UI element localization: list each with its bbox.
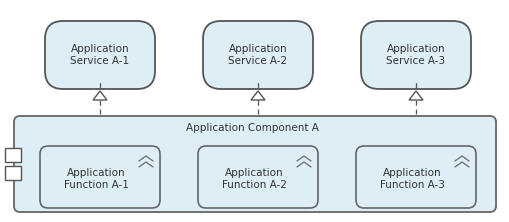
Polygon shape: [93, 91, 107, 100]
Text: Application
Function A-2: Application Function A-2: [221, 168, 287, 190]
FancyBboxPatch shape: [356, 146, 476, 208]
FancyBboxPatch shape: [203, 21, 313, 89]
Text: Application
Service A-1: Application Service A-1: [70, 44, 130, 66]
Polygon shape: [251, 91, 265, 100]
Text: Application
Service A-3: Application Service A-3: [386, 44, 445, 66]
Bar: [5, 148, 21, 162]
FancyBboxPatch shape: [14, 116, 496, 212]
FancyBboxPatch shape: [45, 21, 155, 89]
Polygon shape: [409, 91, 423, 100]
Text: Application
Service A-2: Application Service A-2: [229, 44, 288, 66]
Text: Application Component A: Application Component A: [186, 123, 319, 133]
FancyBboxPatch shape: [40, 146, 160, 208]
Text: Application
Function A-3: Application Function A-3: [380, 168, 444, 190]
FancyBboxPatch shape: [198, 146, 318, 208]
Bar: [5, 166, 21, 180]
FancyBboxPatch shape: [361, 21, 471, 89]
Text: Application
Function A-1: Application Function A-1: [64, 168, 128, 190]
